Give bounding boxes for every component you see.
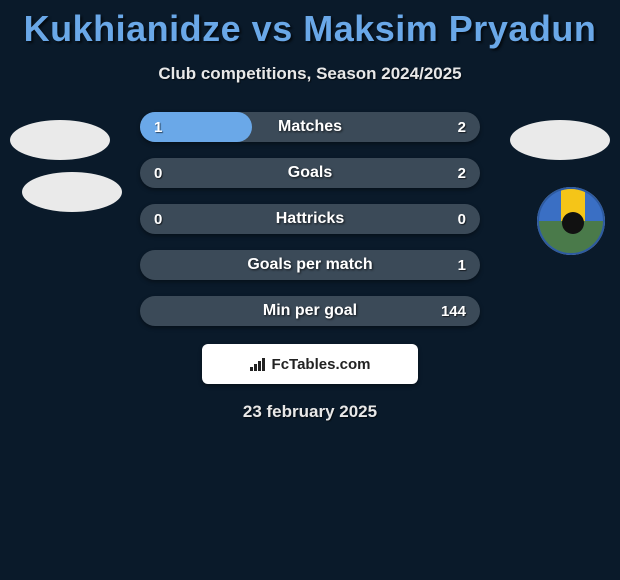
stat-row: Min per goal 144: [140, 296, 480, 326]
stat-row: 1 Matches 2: [140, 112, 480, 142]
stat-value-right: 2: [458, 119, 466, 136]
stat-value-right: 144: [441, 303, 466, 320]
brand-footer: FcTables.com: [202, 344, 418, 384]
stat-value-left: 0: [154, 211, 162, 228]
stat-label: Min per goal: [263, 302, 357, 320]
stat-row: 0 Hattricks 0: [140, 204, 480, 234]
player2-avatar-placeholder: [510, 120, 610, 160]
stat-label: Goals per match: [247, 256, 372, 274]
comparison-title: Kukhianidze vs Maksim Pryadun: [0, 0, 620, 50]
stat-value-left: 1: [154, 119, 162, 136]
stat-value-right: 1: [458, 257, 466, 274]
stat-label: Matches: [278, 118, 342, 136]
player1-club-placeholder: [22, 172, 122, 212]
chart-icon: [250, 357, 266, 371]
stat-label: Goals: [288, 164, 332, 182]
stat-value-left: 0: [154, 165, 162, 182]
brand-text: FcTables.com: [272, 356, 371, 373]
stat-value-right: 0: [458, 211, 466, 228]
player1-avatar-placeholder: [10, 120, 110, 160]
stat-row: Goals per match 1: [140, 250, 480, 280]
stat-row: 0 Goals 2: [140, 158, 480, 188]
stat-value-right: 2: [458, 165, 466, 182]
comparison-subtitle: Club competitions, Season 2024/2025: [0, 64, 620, 84]
player2-club-badge: [530, 180, 612, 262]
comparison-date: 23 february 2025: [0, 402, 620, 422]
stat-label: Hattricks: [276, 210, 344, 228]
